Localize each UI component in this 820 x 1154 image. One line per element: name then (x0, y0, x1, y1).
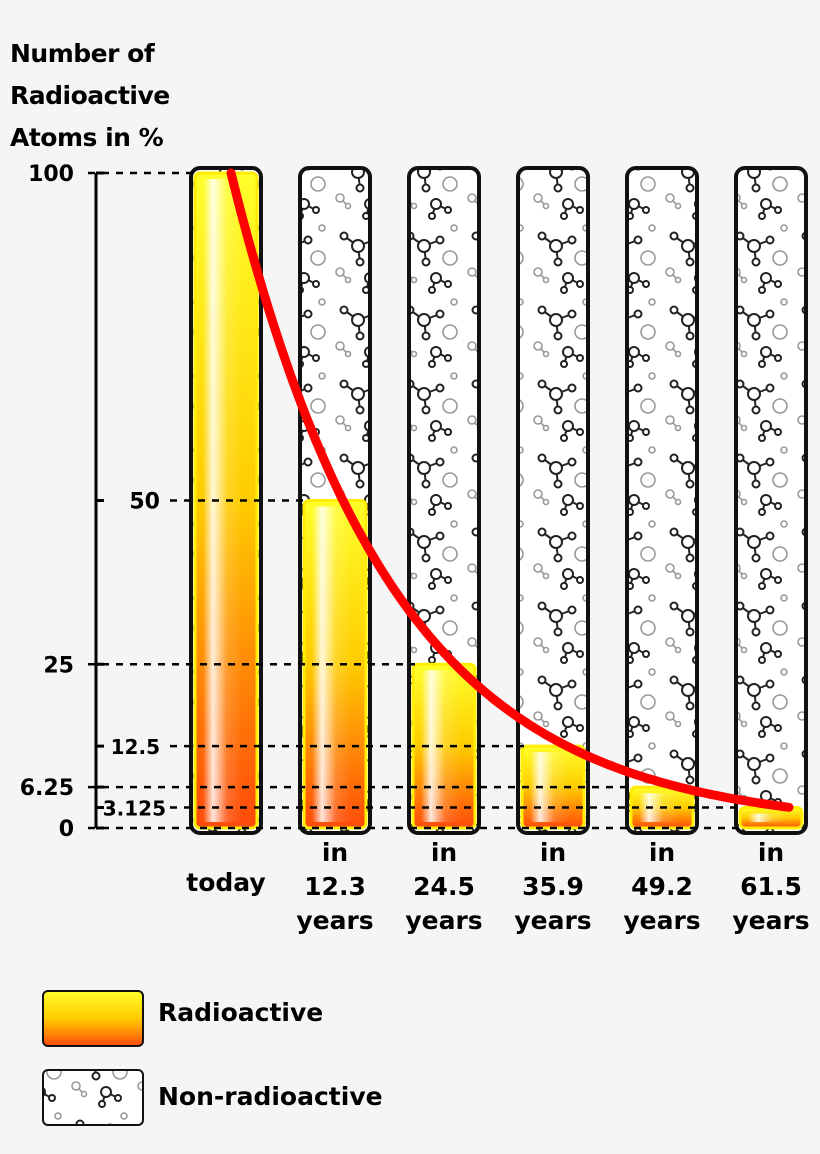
bar-tube (516, 166, 590, 835)
tube-outline (625, 166, 699, 835)
x-tick-label: in (649, 838, 675, 867)
legend-swatch-radioactive (42, 990, 144, 1047)
tick-lines (88, 171, 742, 830)
legend: Radioactive Non-radioactive (42, 990, 383, 1126)
x-tick-label: 35.9 (522, 872, 584, 901)
non-radioactive-fill (736, 168, 806, 833)
x-tick-label: years (405, 906, 482, 935)
x-tick-label: 49.2 (631, 872, 693, 901)
x-tick-label: in (540, 838, 566, 867)
x-tick-label: years (514, 906, 591, 935)
y-tick-label: 50 (129, 490, 160, 515)
y-tick-label: 6.25 (20, 776, 74, 801)
bar-tube (625, 166, 699, 835)
x-tick-label: in (431, 838, 457, 867)
non-radioactive-fill (627, 168, 697, 833)
bar-tube (298, 166, 372, 835)
y-tick-label: 3.125 (103, 797, 166, 821)
legend-label-non-radioactive: Non-radioactive (158, 1082, 383, 1111)
x-tick-label: in (322, 838, 348, 867)
y-axis-title-line-2: Radioactive (10, 81, 170, 110)
decay-curve (226, 168, 794, 812)
bar-tube (189, 166, 263, 835)
y-axis-title-line-3: Atoms in % (10, 123, 164, 152)
y-tick-label: 100 (28, 162, 74, 187)
bar-highlight (203, 179, 243, 822)
y-axis (94, 171, 104, 830)
bar-highlight (639, 793, 679, 822)
y-axis-title: Number of Radioactive Atoms in % (10, 39, 178, 152)
tube-outline (516, 166, 590, 835)
tube-outline (734, 166, 808, 835)
y-tick-label: 25 (43, 653, 74, 678)
y-axis-title-line-1: Number of (10, 39, 156, 68)
x-tick-label: 24.5 (413, 872, 475, 901)
y-tick-label: 0 (59, 817, 74, 842)
x-tick-label: years (296, 906, 373, 935)
non-radioactive-fill (518, 168, 588, 833)
y-tick-labels: 100 50 25 12.5 6.25 3.125 0 (20, 162, 166, 842)
x-tick-label: years (732, 906, 809, 935)
legend-item-radioactive: Radioactive (42, 990, 323, 1047)
bar-tube (734, 166, 808, 835)
y-tick-label: 12.5 (111, 735, 160, 759)
x-tick-label: in (758, 838, 784, 867)
tube-outline (407, 166, 481, 835)
x-tick-label: 61.5 (740, 872, 802, 901)
x-tick-label: years (623, 906, 700, 935)
bar-highlight (748, 813, 788, 822)
x-category-labels: today in 12.3 years in 24.5 years in 35.9 years in… (186, 838, 809, 935)
x-tick-label: today (186, 868, 265, 897)
legend-label-radioactive: Radioactive (158, 998, 323, 1027)
legend-item-non-radioactive: Non-radioactive (42, 1069, 383, 1126)
legend-swatch-non-radioactive (42, 1069, 144, 1126)
bar-tube (407, 166, 481, 835)
x-tick-label: 12.3 (304, 872, 366, 901)
